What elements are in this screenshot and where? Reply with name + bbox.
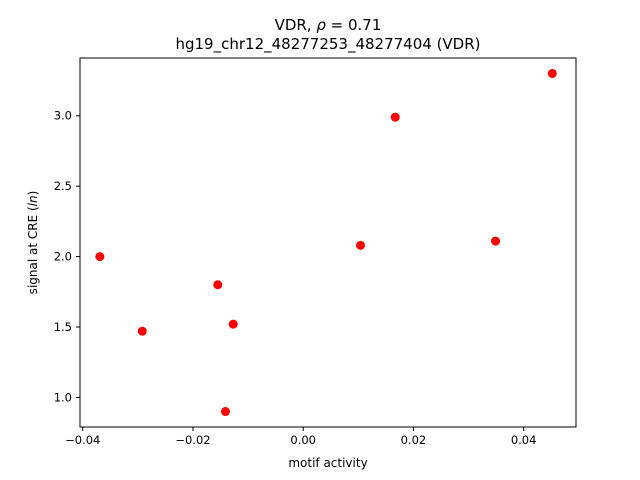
x-tick-label: 0.00 [290, 433, 316, 447]
x-tick-label: 0.02 [401, 433, 427, 447]
title-rho-value: = 0.71 [326, 16, 382, 34]
scatter-point [137, 326, 147, 336]
y-label-suffix: ) [26, 191, 40, 196]
plot-area [79, 57, 577, 428]
chart-title-line1: VDR, ρ = 0.71 [275, 16, 382, 34]
title-prefix: VDR, [275, 16, 317, 34]
data-points [95, 68, 557, 417]
y-label-prefix: signal at CRE ( [26, 206, 40, 294]
scatter-point [95, 252, 105, 262]
y-tick-label: 1.5 [54, 320, 72, 334]
y-axis-label: signal at CRE (ln) [26, 191, 40, 295]
x-axis-ticks: −0.04 −0.02 0.00 0.02 0.04 [65, 427, 536, 447]
y-label-italic: ln [26, 195, 40, 206]
chart-title-line2: hg19_chr12_48277253_48277404 (VDR) [175, 35, 480, 54]
x-axis-label: motif activity [288, 456, 367, 470]
scatter-point [356, 240, 366, 250]
x-tick-label: −0.04 [65, 433, 100, 447]
scatter-point [228, 319, 238, 329]
scatter-point [213, 280, 223, 290]
title-rho-symbol: ρ [316, 16, 326, 34]
scatter-point [491, 236, 501, 246]
scatter-point [547, 68, 557, 78]
y-tick-label: 1.0 [54, 390, 72, 404]
x-tick-label: 0.04 [511, 433, 537, 447]
scatter-point [390, 112, 400, 122]
y-tick-label: 2.5 [54, 179, 72, 193]
scatter-point [220, 407, 230, 417]
axes-frame [79, 57, 577, 428]
y-axis-ticks: 1.0 1.5 2.0 2.5 3.0 [54, 109, 80, 404]
y-tick-label: 2.0 [54, 250, 72, 264]
x-tick-label: −0.02 [175, 433, 210, 447]
y-tick-label: 3.0 [54, 109, 72, 123]
